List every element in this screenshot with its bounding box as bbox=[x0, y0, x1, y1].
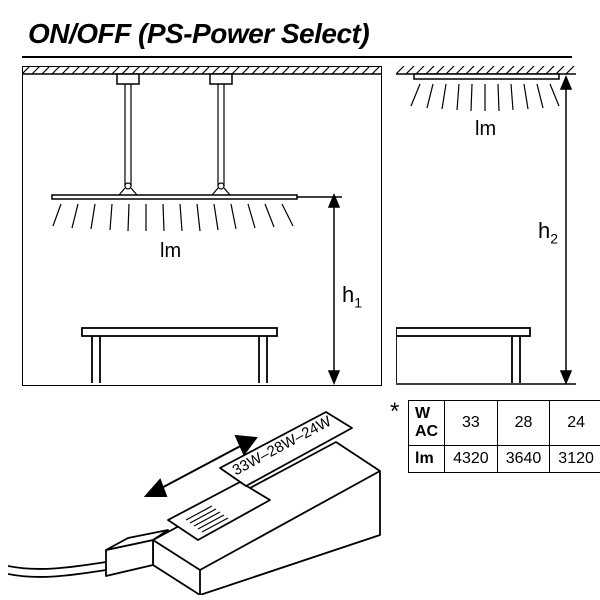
wac-col-2: 24 bbox=[550, 401, 600, 446]
surface-h2-label: h2 bbox=[538, 218, 558, 246]
lm-col-2: 3120 bbox=[550, 446, 600, 473]
table-row: W AC 33 28 24 bbox=[409, 401, 600, 446]
wac-col-1: 28 bbox=[497, 401, 550, 446]
pendant-lm-label: lm bbox=[160, 240, 181, 263]
lm-col-1: 3640 bbox=[497, 446, 550, 473]
surface-lm-label: lm bbox=[475, 118, 496, 141]
title-underline bbox=[22, 56, 572, 58]
row-header-wac: W AC bbox=[409, 401, 445, 446]
pendant-diagram bbox=[22, 66, 382, 386]
power-select-module-drawing: 33W–28W–24W bbox=[8, 390, 388, 595]
spec-asterisk: * bbox=[390, 398, 399, 426]
table-row: lm 4320 3640 3120 bbox=[409, 446, 600, 473]
wac-col-0: 33 bbox=[445, 401, 498, 446]
page-title: ON/OFF (PS-Power Select) bbox=[28, 18, 369, 50]
row-header-lm: lm bbox=[409, 446, 445, 473]
spec-table: W AC 33 28 24 lm 4320 3640 3120 bbox=[408, 400, 600, 473]
pendant-h1-label: h1 bbox=[342, 282, 362, 310]
lm-col-0: 4320 bbox=[445, 446, 498, 473]
